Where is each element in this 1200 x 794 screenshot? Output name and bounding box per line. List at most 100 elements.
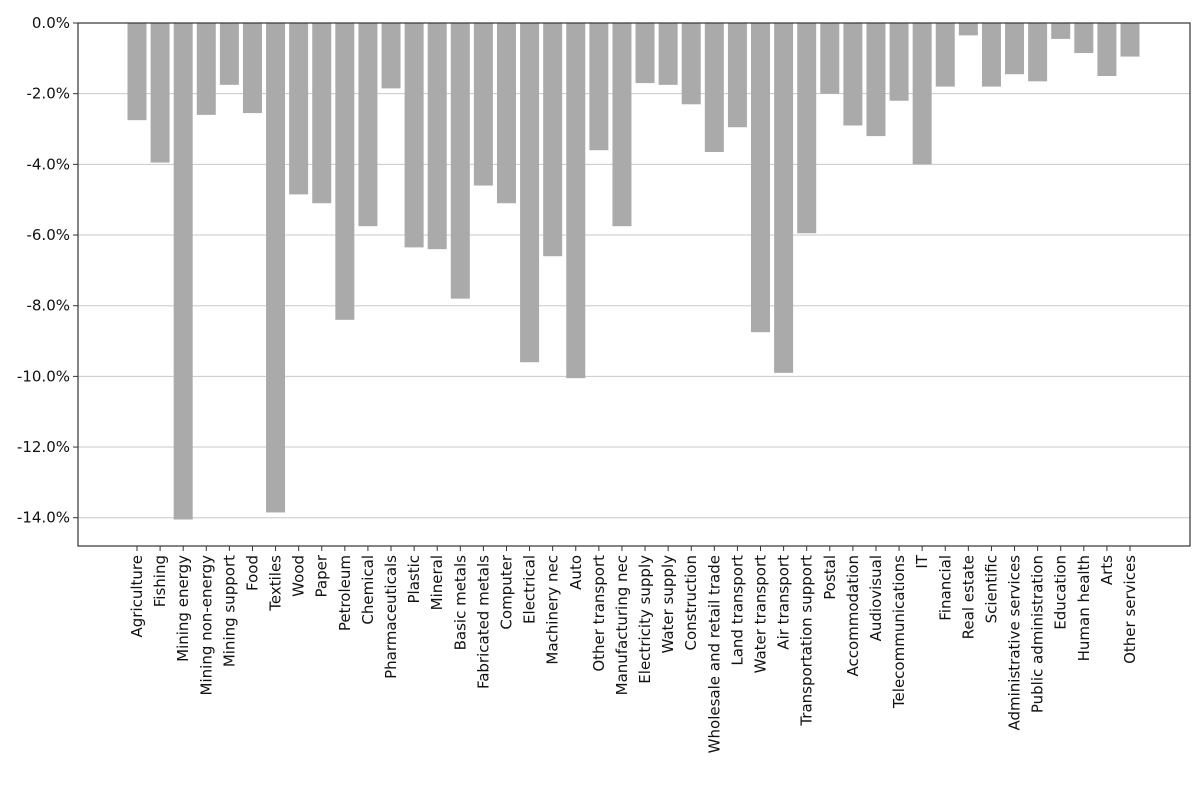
x-tick-label: Machinery nec — [544, 555, 562, 665]
x-tick-label: Food — [243, 555, 261, 591]
bar — [843, 23, 863, 126]
x-tick-label: Air transport — [775, 555, 793, 650]
bar — [658, 23, 678, 85]
bar — [820, 23, 840, 94]
x-tick-label: Textiles — [267, 555, 285, 612]
x-tick-label: Pharmaceuticals — [382, 555, 400, 679]
bar — [866, 23, 886, 137]
bar — [797, 23, 817, 234]
bar — [173, 23, 193, 520]
x-tick-label: Transportation support — [798, 555, 816, 727]
bar — [404, 23, 424, 248]
x-tick-label: Water supply — [659, 555, 677, 654]
bar — [727, 23, 747, 128]
x-tick-label: Public administration — [1029, 555, 1047, 713]
y-tick-label: -8.0% — [26, 297, 70, 315]
bar — [450, 23, 470, 299]
bar — [1005, 23, 1025, 75]
x-tick-label: Administrative services — [1006, 555, 1024, 731]
bar — [1051, 23, 1071, 39]
bar — [150, 23, 170, 163]
x-tick-label: Computer — [497, 554, 515, 629]
bar — [196, 23, 216, 115]
bar — [681, 23, 701, 105]
bar — [358, 23, 378, 227]
x-tick-label: Land transport — [728, 555, 746, 666]
x-tick-label: Auto — [567, 555, 585, 590]
x-tick-label: Mining support — [220, 555, 238, 667]
x-tick-label: Electrical — [521, 555, 539, 624]
x-tick-label: Electricity supply — [636, 555, 654, 684]
x-tick-label: IT — [913, 554, 931, 568]
x-tick-label: Postal — [821, 555, 839, 600]
bar — [566, 23, 586, 379]
x-tick-label: Other transport — [590, 555, 608, 672]
x-tick-label: Construction — [682, 555, 700, 651]
x-tick-label: Chemical — [359, 555, 377, 625]
bar — [958, 23, 978, 36]
bar — [1028, 23, 1048, 82]
bar — [889, 23, 909, 101]
bar — [981, 23, 1001, 87]
bar — [219, 23, 239, 85]
bar — [289, 23, 309, 195]
bar — [912, 23, 932, 165]
bar — [543, 23, 563, 257]
bar — [312, 23, 332, 204]
x-tick-label: Plastic — [405, 555, 423, 604]
bar — [589, 23, 609, 151]
bar — [520, 23, 540, 363]
bar — [242, 23, 262, 114]
x-tick-label: Scientific — [982, 555, 1000, 623]
bar — [635, 23, 655, 84]
y-tick-label: -10.0% — [17, 367, 70, 385]
x-tick-label: Fabricated metals — [474, 555, 492, 689]
x-tick-label: Telecommunications — [890, 555, 908, 709]
bar — [473, 23, 493, 186]
bars — [127, 23, 1140, 520]
x-tick-label: Basic metals — [451, 555, 469, 651]
bar — [612, 23, 632, 227]
bar — [704, 23, 724, 152]
bar — [1074, 23, 1094, 54]
bar — [381, 23, 401, 89]
x-tick-label: Mineral — [428, 555, 446, 610]
x-tick-label: Mining energy — [174, 555, 192, 662]
x-tick-label: Accommodation — [844, 555, 862, 677]
y-tick-label: -4.0% — [26, 155, 70, 173]
x-tick-label: Wholesale and retail trade — [705, 555, 723, 753]
bar — [266, 23, 286, 513]
y-tick-label: -6.0% — [26, 226, 70, 244]
x-tick-label: Fishing — [151, 555, 169, 607]
x-tick-label: Human health — [1075, 555, 1093, 661]
x-tick-label: Mining non-energy — [197, 555, 215, 696]
bar — [751, 23, 771, 333]
x-tick-label: Wood — [290, 555, 308, 597]
y-axis: 0.0% -2.0% -4.0% -6.0% -8.0% -10.0% -12.0% -14.… — [17, 14, 78, 527]
bar — [935, 23, 955, 87]
x-tick-label: Petroleum — [336, 555, 354, 631]
x-tick-label: Audiovisual — [867, 555, 885, 641]
x-axis: Agriculture Fishing Mining energy Mining no… — [128, 546, 1139, 753]
bar — [335, 23, 355, 320]
bar — [1097, 23, 1117, 77]
bar — [774, 23, 794, 373]
bar — [427, 23, 447, 250]
x-tick-label: Paper — [313, 554, 331, 597]
x-tick-label: Other services — [1121, 555, 1139, 664]
bar — [1120, 23, 1140, 57]
x-tick-label: Education — [1052, 555, 1070, 630]
x-tick-label: Financial — [936, 555, 954, 621]
x-tick-label: Arts — [1098, 555, 1116, 585]
x-tick-label: Agriculture — [128, 555, 146, 638]
gridlines — [78, 93, 1190, 519]
y-tick-label: -14.0% — [17, 509, 70, 527]
bar — [496, 23, 516, 204]
x-tick-label: Real estate — [959, 555, 977, 639]
y-tick-label: -2.0% — [26, 85, 70, 103]
y-tick-label: 0.0% — [32, 14, 70, 32]
bar — [127, 23, 147, 121]
plot-frame — [77, 22, 1191, 547]
y-tick-label: -12.0% — [17, 438, 70, 456]
